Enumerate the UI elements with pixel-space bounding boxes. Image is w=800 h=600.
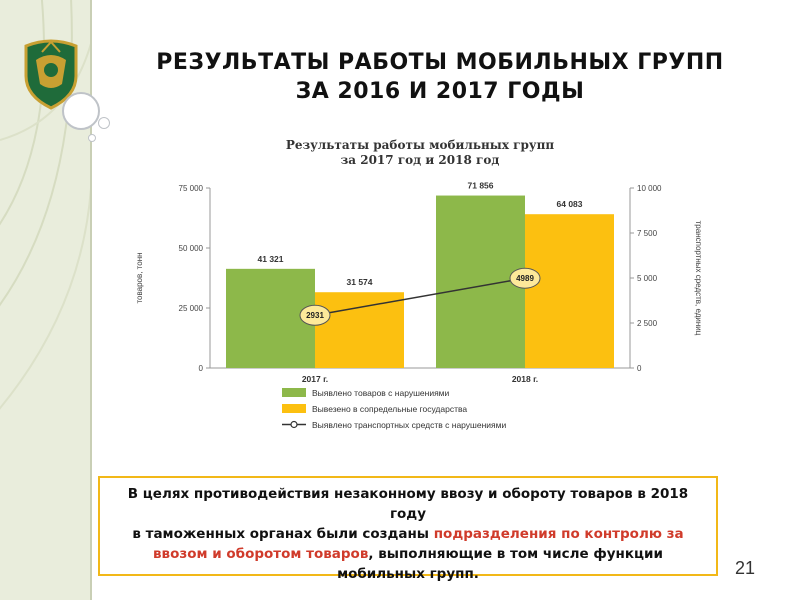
chart-title-line2: за 2017 год и 2018 год <box>341 153 500 167</box>
info-text-2: в таможенных органах были созданы <box>132 526 434 542</box>
line-data-label: 2931 <box>306 311 324 320</box>
chart-title-line1: Результаты работы мобильных групп <box>286 138 555 152</box>
bar <box>226 268 315 368</box>
legend-label: Вывезено в сопредельные государства <box>312 404 467 414</box>
page-number: 21 <box>735 558 756 578</box>
line-data-label: 4989 <box>516 274 534 283</box>
legend-swatch <box>282 404 306 413</box>
y-tick-label-right: 2 500 <box>637 319 658 328</box>
info-text-3: , выполняющие в том числе функции мобиль… <box>337 546 663 582</box>
legend-marker <box>290 420 298 429</box>
line-series <box>314 277 526 316</box>
decorative-ring-large <box>62 92 100 130</box>
legend-label: Выявлено товаров с нарушениями <box>312 388 450 398</box>
sidebar-pattern <box>0 0 90 410</box>
info-text-highlight: подразделения по контролю за ввозом и об… <box>153 526 684 562</box>
bar-data-label: 31 574 <box>347 277 373 287</box>
y-axis-label-right: транспортных средств, единиц <box>694 221 703 336</box>
slide-title-line1: РЕЗУЛЬТАТЫ РАБОТЫ МОБИЛЬНЫХ ГРУПП <box>156 50 724 75</box>
slide-title-line2: ЗА 2016 И 2017 ГОДЫ <box>295 79 585 104</box>
y-tick-label-right: 7 500 <box>637 229 658 238</box>
x-tick-label: 2017 г. <box>302 374 328 384</box>
line-point <box>299 304 331 326</box>
bar-data-label: 41 321 <box>258 254 284 264</box>
info-text-1: В целях противодействия незаконному ввоз… <box>127 486 689 522</box>
x-tick-label: 2018 г. <box>512 374 538 384</box>
y-tick-label-left: 25 000 <box>179 304 204 313</box>
decorative-ring-tiny <box>88 134 96 142</box>
y-tick-label-left: 0 <box>199 364 204 373</box>
sidebar-divider <box>90 0 92 600</box>
info-box: В целях противодействия незаконному ввоз… <box>98 476 718 582</box>
customs-emblem-logo <box>20 32 82 110</box>
bar-data-label: 71 856 <box>468 181 494 191</box>
chart-container: Результаты работы мобильных групп за 2017… <box>122 132 718 444</box>
y-tick-label-left: 75 000 <box>179 184 204 193</box>
legend-label: Выявлено транспортных средств с нарушени… <box>312 420 506 430</box>
bar <box>525 214 614 368</box>
legend-swatch <box>282 388 306 397</box>
y-tick-label-right: 5 000 <box>637 274 658 283</box>
y-tick-label-right: 10 000 <box>637 184 662 193</box>
slide-title: РЕЗУЛЬТАТЫ РАБОТЫ МОБИЛЬНЫХ ГРУПП ЗА 201… <box>98 48 782 106</box>
y-tick-label-left: 50 000 <box>179 244 204 253</box>
y-axis-label-left: товаров, тонн <box>135 252 144 303</box>
bar-data-label: 64 083 <box>557 199 583 209</box>
bar <box>436 195 525 368</box>
line-point <box>509 267 541 289</box>
decorative-ring-small <box>98 117 110 129</box>
bar <box>315 292 404 368</box>
y-tick-label-right: 0 <box>637 364 642 373</box>
